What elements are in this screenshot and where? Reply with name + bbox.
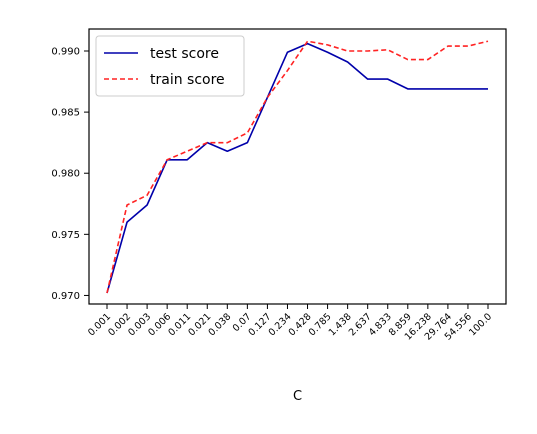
- series-lines: [106, 40, 489, 294]
- series-line-train-score: [106, 40, 489, 294]
- x-axis-title: C: [293, 389, 302, 404]
- y-tick-label: 0.975: [51, 230, 80, 241]
- x-tick-label: 0.038: [206, 311, 233, 338]
- legend-label-train-score: train score: [150, 72, 225, 88]
- x-tick-label: 100.0: [467, 311, 494, 338]
- legend-box: [95, 35, 245, 97]
- x-axis: 0.0010.0020.0030.0060.0110.0210.0380.070…: [86, 304, 494, 343]
- y-axis: 0.970 0.975 0.980 0.985 0.990: [51, 47, 89, 302]
- legend: test score train score: [95, 35, 245, 97]
- y-tick-label: 0.980: [51, 169, 80, 180]
- y-tick-label: 0.970: [51, 291, 80, 302]
- y-tick-label: 0.990: [51, 47, 80, 58]
- y-tick-label: 0.985: [51, 108, 80, 119]
- legend-label-test-score: test score: [150, 46, 219, 62]
- series-line-test-score: [106, 42, 488, 294]
